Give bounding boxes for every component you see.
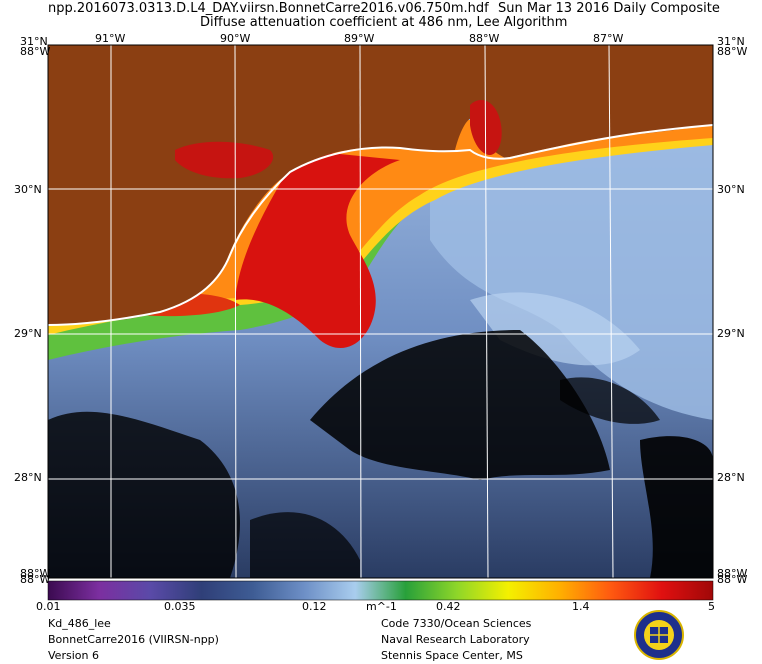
corner-label: 88°W [20,573,51,586]
longitude-line [234,44,237,579]
composite-date: Sun Mar 13 2016 Daily Composite [498,1,720,16]
corner-label: 31°N [717,35,745,48]
corner-label: 88°W [20,45,51,58]
map-frame [47,44,714,579]
cloud-mask [48,330,713,578]
colorbar-tick: 0.42 [436,600,461,613]
coastline [48,124,713,326]
lat-label: 28°N [717,471,745,484]
lon-label: 90°W [220,32,251,45]
map-image [48,45,713,578]
colorbar-tick: 1.4 [572,600,590,613]
product-code: Kd_486_lee [48,617,111,630]
org-name: Naval Research Laboratory [381,633,530,646]
colorbar-tick: 0.035 [164,600,196,613]
lat-label: 30°N [14,183,42,196]
land-mass [48,45,713,325]
colorbar-tick: 5 [708,600,715,613]
lon-label: 89°W [344,32,375,45]
graticule [48,44,713,579]
file-name: npp.2016073.0313.D.L4_DAY.viirsn.BonnetC… [48,1,489,16]
nrl-seal-logo [634,610,684,660]
org-code: Code 7330/Ocean Sciences [381,617,532,630]
longitude-line [608,44,614,579]
colorbar-tick: 0.01 [36,600,61,613]
lon-label: 88°W [469,32,500,45]
lat-label: 28°N [14,471,42,484]
product-title: Diffuse attenuation coefficient at 486 n… [200,15,568,30]
corner-label: 31°N [20,35,48,48]
longitude-line [484,44,489,579]
corner-label: 88°W [717,567,748,580]
plume-red [235,150,400,349]
dataset-name: BonnetCarre2016 (VIIRSN-npp) [48,633,219,646]
corner-label: 88°W [20,567,51,580]
lat-label: 30°N [717,183,745,196]
offshore-swirl [470,292,640,366]
title-block: npp.2016073.0313.D.L4_DAY.viirsn.BonnetC… [0,0,762,34]
colorbar-tick: 0.12 [302,600,327,613]
colorbar-unit: m^-1 [366,600,397,613]
corner-label: 88°W [717,573,748,586]
lon-label: 91°W [95,32,126,45]
offshore-light-water [430,140,713,420]
corner-label: 88°W [717,45,748,58]
org-location: Stennis Space Center, MS [381,649,523,662]
lat-label: 29°N [717,327,745,340]
lake-pontchartrain [175,141,274,179]
colorbar [47,580,714,601]
footer-right: Code 7330/Ocean Sciences Naval Research … [381,616,531,664]
lon-label: 87°W [593,32,624,45]
version: Version 6 [48,649,99,662]
longitude-line [359,44,362,579]
lat-label: 29°N [14,327,42,340]
footer-left: Kd_486_lee BonnetCarre2016 (VIIRSN-npp) … [48,616,219,664]
